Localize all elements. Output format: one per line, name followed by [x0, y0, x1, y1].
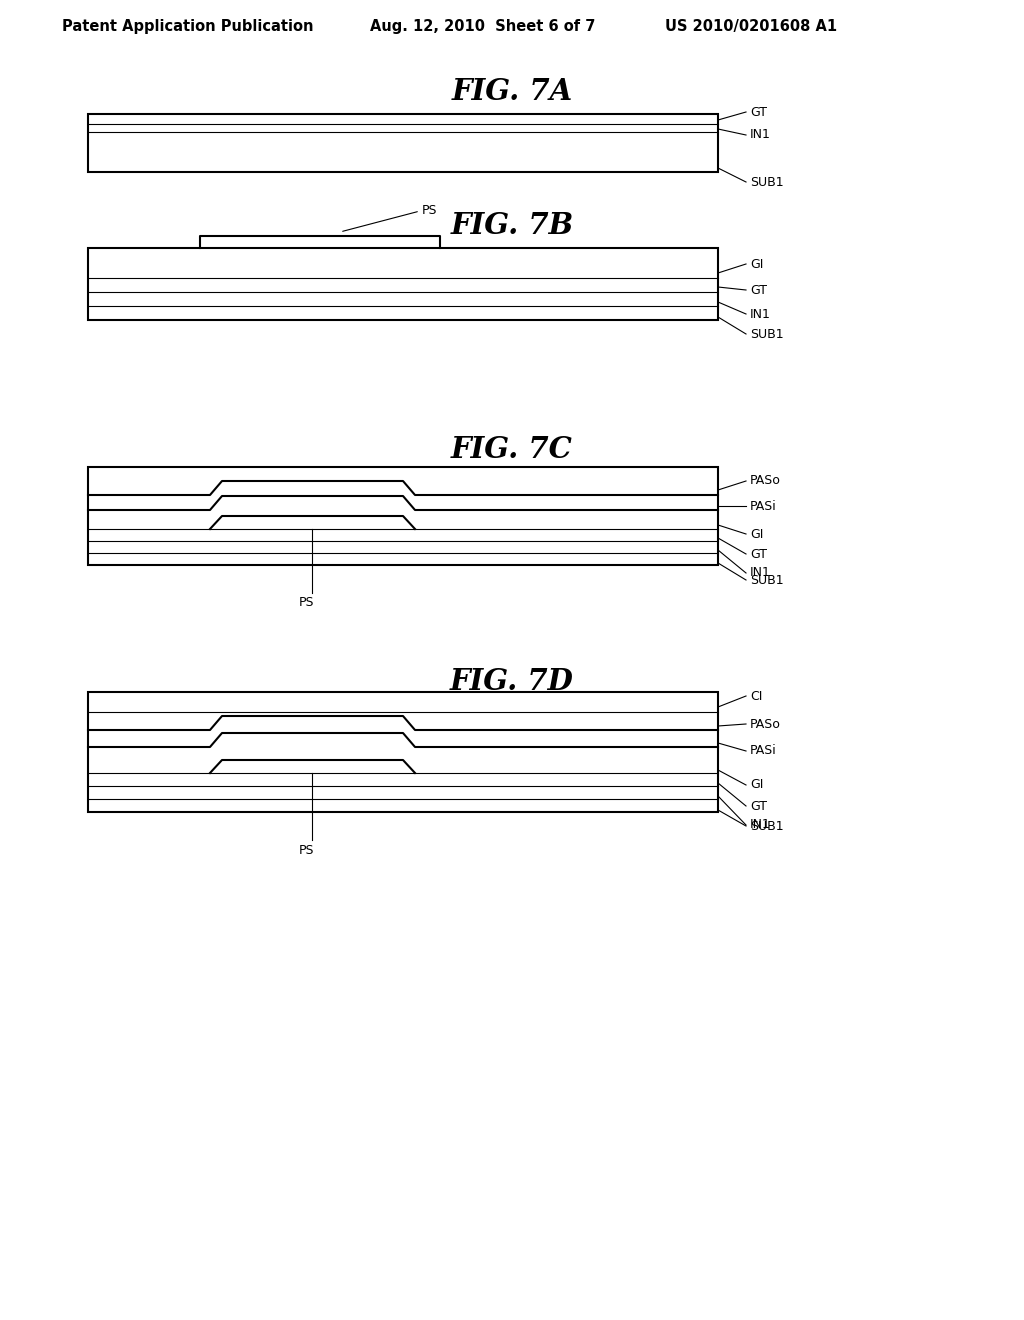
Text: FIG. 7D: FIG. 7D: [451, 668, 573, 697]
Text: FIG. 7A: FIG. 7A: [452, 78, 572, 107]
Text: PASo: PASo: [750, 718, 781, 730]
Text: CI: CI: [750, 689, 763, 702]
Bar: [88, 692, 718, 812]
Text: GI: GI: [750, 528, 763, 540]
Text: IN1: IN1: [750, 566, 771, 579]
Text: PASo: PASo: [750, 474, 781, 487]
Text: FIG. 7B: FIG. 7B: [451, 210, 573, 239]
Bar: [88, 467, 718, 565]
Text: PASi: PASi: [750, 744, 777, 758]
Text: IN1: IN1: [750, 128, 771, 141]
Bar: [88, 248, 718, 319]
Text: GI: GI: [750, 779, 763, 792]
Text: FIG. 7C: FIG. 7C: [452, 436, 572, 465]
Text: GT: GT: [750, 800, 767, 813]
Text: PS: PS: [298, 597, 313, 610]
Text: PASi: PASi: [750, 499, 777, 512]
Text: GT: GT: [750, 106, 767, 119]
Text: SUB1: SUB1: [750, 176, 783, 189]
Text: GT: GT: [750, 284, 767, 297]
Text: GT: GT: [750, 548, 767, 561]
Text: SUB1: SUB1: [750, 573, 783, 586]
Text: GI: GI: [750, 257, 763, 271]
Text: PS: PS: [422, 205, 437, 218]
Text: IN1: IN1: [750, 818, 771, 832]
Text: Patent Application Publication: Patent Application Publication: [62, 20, 313, 34]
Text: US 2010/0201608 A1: US 2010/0201608 A1: [665, 20, 838, 34]
Text: SUB1: SUB1: [750, 820, 783, 833]
Text: Aug. 12, 2010  Sheet 6 of 7: Aug. 12, 2010 Sheet 6 of 7: [370, 20, 595, 34]
Text: IN1: IN1: [750, 308, 771, 321]
Bar: [88, 114, 718, 172]
Text: PS: PS: [298, 843, 313, 857]
Text: SUB1: SUB1: [750, 327, 783, 341]
